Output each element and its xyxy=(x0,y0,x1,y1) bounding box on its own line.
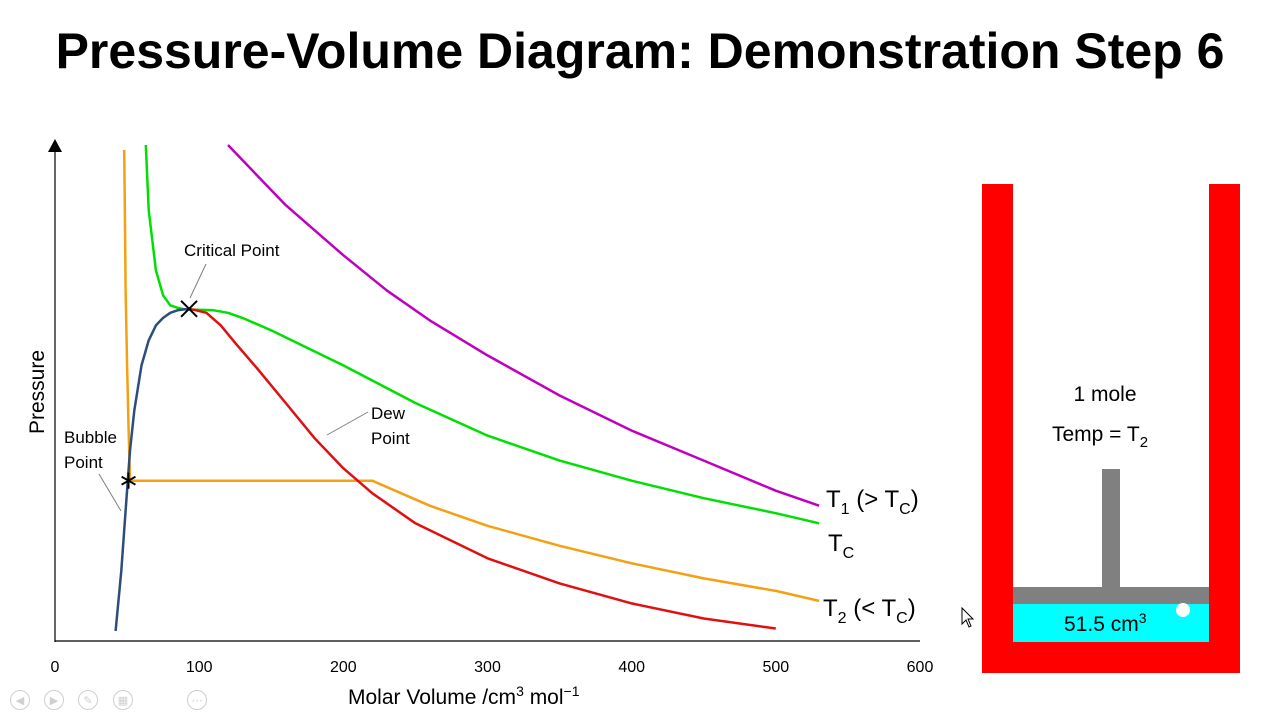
point-markers xyxy=(121,300,198,489)
bubble-point-label-2: Point xyxy=(64,453,103,472)
x-tick-labels: 0 100 200 300 400 500 600 xyxy=(51,659,934,676)
critical-point-label: Critical Point xyxy=(184,241,280,260)
axes xyxy=(48,139,920,642)
series-line xyxy=(144,144,820,525)
slide-title: Pressure-Volume Diagram: Demonstration S… xyxy=(55,23,1225,79)
bubble-point-leader xyxy=(98,473,122,512)
curve-label-t2: T2 (< TC) xyxy=(823,595,916,627)
pen-icon[interactable]: ✎ xyxy=(78,690,98,710)
x-tick-label: 300 xyxy=(474,659,501,676)
dew-point-label-1: Dew xyxy=(371,404,406,423)
y-axis-arrow xyxy=(48,139,62,152)
x-tick-label: 200 xyxy=(330,659,357,676)
piston-cylinder: 1 mole Temp = T2 51.5 cm3 xyxy=(982,184,1240,673)
more-options-icon[interactable]: ⋯ xyxy=(187,690,207,710)
x-tick-label: 600 xyxy=(907,659,934,676)
piston-volume: 51.5 cm3 xyxy=(1064,610,1147,636)
previous-slide-icon[interactable]: ◀ xyxy=(10,690,30,710)
critical-point-marker xyxy=(180,300,198,318)
cylinder-right-wall xyxy=(1209,184,1240,673)
curves xyxy=(114,144,820,632)
piston-rod xyxy=(1102,469,1120,589)
piston-head xyxy=(1013,587,1209,604)
curve-label-tc: TC xyxy=(828,530,854,562)
series-line xyxy=(191,308,776,630)
mouse-cursor-icon xyxy=(961,606,975,628)
piston-temp: Temp = T2 xyxy=(1052,423,1148,451)
piston-moles: 1 mole xyxy=(1073,383,1136,406)
next-slide-icon[interactable]: ▶ xyxy=(44,690,64,710)
bubble-point-label-1: Bubble xyxy=(64,428,117,447)
cylinder-left-wall xyxy=(982,184,1013,673)
vapour-bubble xyxy=(1176,603,1190,617)
x-tick-label: 0 xyxy=(51,659,60,676)
x-tick-label: 500 xyxy=(762,659,789,676)
dew-point-leader xyxy=(326,411,369,436)
slides-grid-icon[interactable]: ▦ xyxy=(113,690,133,710)
bubble-point-marker xyxy=(121,475,136,486)
series-line xyxy=(122,149,820,603)
curve-label-t1: T1 (> TC) xyxy=(826,486,919,518)
series-line xyxy=(227,144,820,507)
x-tick-label: 400 xyxy=(618,659,645,676)
x-axis-label: Molar Volume /cm3 mol−1 xyxy=(348,683,580,709)
x-tick-label: 100 xyxy=(186,659,213,676)
dew-point-label-2: Point xyxy=(371,429,410,448)
series-line xyxy=(114,308,192,632)
y-axis-label: Pressure xyxy=(26,350,49,434)
cylinder-bottom xyxy=(982,642,1240,673)
critical-point-leader xyxy=(189,263,207,299)
